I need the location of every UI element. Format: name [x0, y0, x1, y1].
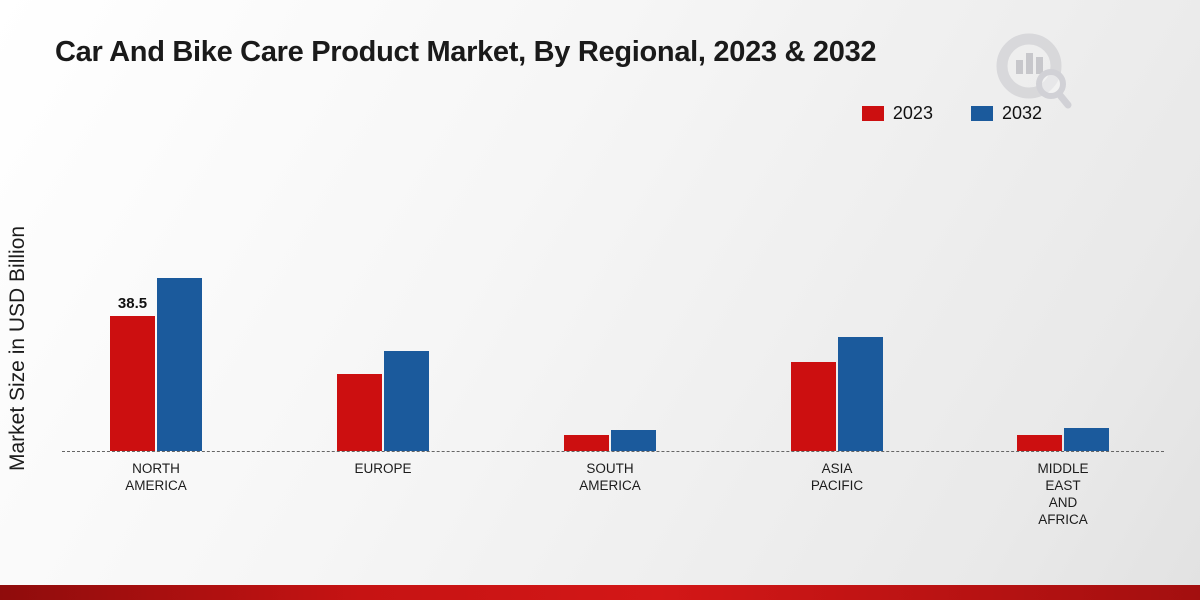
bar-2032-europe — [384, 351, 429, 451]
legend-label-2032: 2032 — [1001, 103, 1042, 123]
bar-2032-north-america — [157, 278, 202, 451]
logo-bar-icon — [1026, 53, 1033, 74]
category-label-asia-pacific: ASIA PACIFIC — [810, 461, 864, 493]
logo-bar-icon — [1036, 57, 1043, 74]
bar-2032-south-america — [611, 430, 656, 451]
category-label-europe: EUROPE — [354, 461, 412, 476]
legend-swatch-2023 — [861, 106, 884, 121]
category-label-north-america: NORTH AMERICA — [125, 461, 187, 493]
category-label-south-america: SOUTH AMERICA — [579, 461, 641, 493]
y-axis-label: Market Size in USD Billion — [6, 225, 29, 471]
legend-swatch-2032 — [970, 106, 993, 121]
bar-2023-north-america — [110, 316, 155, 451]
market-research-future-logo — [993, 30, 1075, 115]
bar-2023-europe — [337, 374, 382, 451]
category-label-middle-east-and-africa: MIDDLE EAST AND AFRICA — [1037, 461, 1089, 527]
x-axis-baseline — [62, 451, 1164, 452]
bar-value-label: 38.5 — [117, 295, 148, 312]
bar-2023-south-america — [564, 435, 609, 451]
legend: 2023 2032 — [861, 103, 1042, 124]
footer-red-band — [0, 585, 1200, 600]
legend-label-2023: 2023 — [892, 103, 933, 123]
chart-title: Car And Bike Care Product Market, By Reg… — [55, 36, 877, 68]
bar-2023-asia-pacific — [791, 362, 836, 451]
logo-bar-icon — [1016, 60, 1023, 74]
logo-ring-icon — [996, 33, 1062, 99]
legend-item-2023: 2023 — [861, 103, 933, 124]
bar-2032-middle-east-and-africa — [1064, 428, 1109, 451]
bar-2023-middle-east-and-africa — [1017, 435, 1062, 451]
legend-item-2032: 2032 — [970, 103, 1042, 124]
logo-magnifier-icon — [1036, 69, 1066, 99]
logo-magnifier-handle-icon — [1055, 90, 1072, 109]
bar-2032-asia-pacific — [838, 337, 883, 451]
